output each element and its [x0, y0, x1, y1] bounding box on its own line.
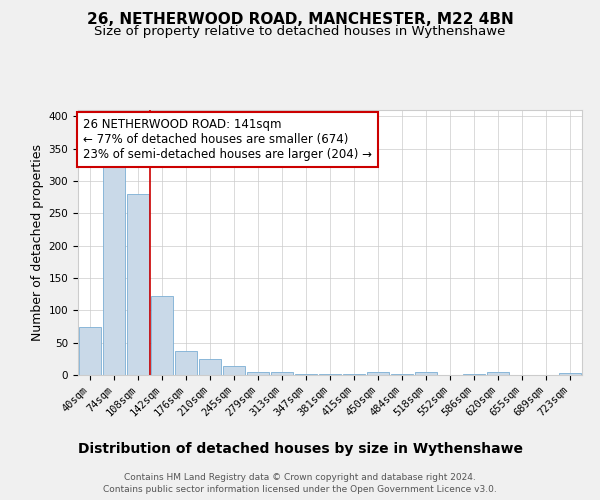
- Bar: [223, 366, 245, 375]
- Bar: [175, 351, 197, 375]
- Bar: [199, 359, 221, 375]
- Bar: [271, 372, 293, 375]
- Bar: [391, 374, 413, 375]
- Text: Contains public sector information licensed under the Open Government Licence v3: Contains public sector information licen…: [103, 485, 497, 494]
- Bar: [415, 372, 437, 375]
- Bar: [559, 373, 581, 375]
- Bar: [295, 374, 317, 375]
- Bar: [319, 374, 341, 375]
- Text: Distribution of detached houses by size in Wythenshawe: Distribution of detached houses by size …: [77, 442, 523, 456]
- Text: Contains HM Land Registry data © Crown copyright and database right 2024.: Contains HM Land Registry data © Crown c…: [124, 472, 476, 482]
- Bar: [463, 374, 485, 375]
- Y-axis label: Number of detached properties: Number of detached properties: [31, 144, 44, 341]
- Bar: [103, 165, 125, 375]
- Bar: [487, 372, 509, 375]
- Text: Size of property relative to detached houses in Wythenshawe: Size of property relative to detached ho…: [94, 25, 506, 38]
- Bar: [79, 326, 101, 375]
- Bar: [127, 194, 149, 375]
- Text: 26, NETHERWOOD ROAD, MANCHESTER, M22 4BN: 26, NETHERWOOD ROAD, MANCHESTER, M22 4BN: [86, 12, 514, 28]
- Text: 26 NETHERWOOD ROAD: 141sqm
← 77% of detached houses are smaller (674)
23% of sem: 26 NETHERWOOD ROAD: 141sqm ← 77% of deta…: [83, 118, 372, 161]
- Bar: [151, 296, 173, 375]
- Bar: [343, 374, 365, 375]
- Bar: [247, 372, 269, 375]
- Bar: [367, 372, 389, 375]
